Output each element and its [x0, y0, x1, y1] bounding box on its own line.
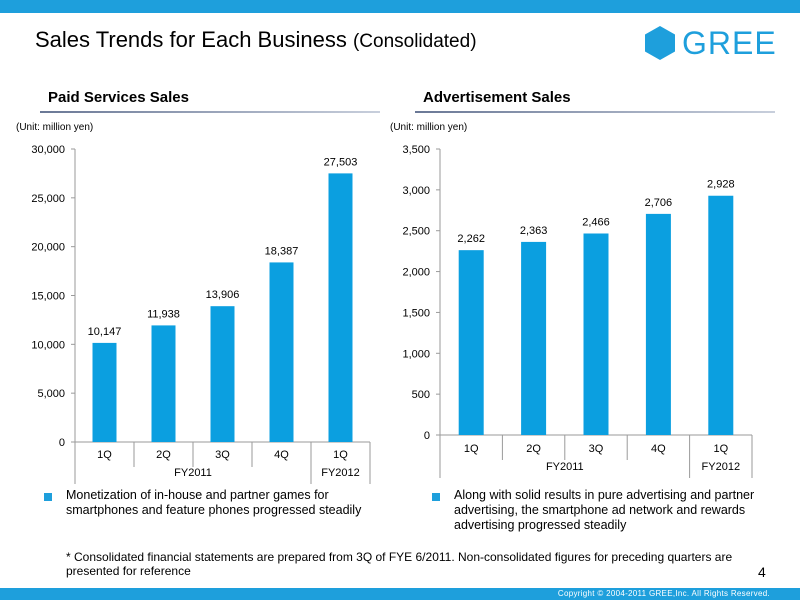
- advertisement-y-tick-label: 1,500: [402, 307, 430, 319]
- top-accent-bar: [0, 0, 800, 13]
- paid-services-value-label: 27,503: [324, 156, 358, 168]
- page-title-main: Sales Trends for Each Business: [35, 27, 347, 52]
- paid-services-category-label: 3Q: [215, 449, 230, 461]
- advertisement-bar: [458, 250, 484, 435]
- paid-services-group-label: FY2011: [174, 467, 212, 479]
- paid-services-category-label: 1Q: [333, 449, 348, 461]
- advertisement-bar: [708, 195, 734, 435]
- bottom-accent-bar: [0, 588, 800, 600]
- paid-services-y-tick-label: 30,000: [31, 144, 65, 156]
- bullet-right-text: Along with solid results in pure adverti…: [454, 488, 755, 532]
- paid-services-y-tick-label: 0: [59, 437, 65, 449]
- advertisement-title: Advertisement Sales: [423, 89, 571, 106]
- advertisement-value-label: 2,706: [645, 197, 673, 209]
- paid-services-value-label: 11,938: [147, 308, 180, 320]
- advertisement-category-label: 1Q: [713, 443, 728, 455]
- paid-services-y-tick-label: 20,000: [31, 242, 65, 254]
- copyright: Copyright © 2004-2011 GREE,Inc. All Righ…: [557, 589, 770, 598]
- paid-services-category-label: 4Q: [274, 449, 289, 461]
- bullet-right-marker: [432, 493, 440, 501]
- paid-services-y-tick-label: 10,000: [31, 339, 65, 351]
- advertisement-y-tick-label: 500: [412, 389, 430, 401]
- advertisement-bar: [645, 213, 671, 435]
- paid-services-value-label: 18,387: [265, 245, 299, 257]
- paid-services-title: Paid Services Sales: [48, 89, 189, 106]
- advertisement-category-label: 4Q: [651, 443, 666, 455]
- paid-services-unit: (Unit: million yen): [16, 122, 94, 133]
- advertisement-group-label: FY2012: [702, 461, 741, 473]
- advertisement-category-label: 1Q: [464, 443, 479, 455]
- bullet-left-marker: [44, 493, 52, 501]
- paid-services-y-tick-label: 5,000: [37, 388, 65, 400]
- gree-logo-hexagon-icon: [645, 26, 675, 60]
- paid-services-bar: [269, 262, 294, 442]
- advertisement-y-tick-label: 0: [424, 430, 430, 442]
- advertisement-bar: [583, 233, 609, 435]
- paid-services-value-label: 13,906: [206, 289, 240, 301]
- advertisement-value-label: 2,928: [707, 179, 735, 191]
- paid-services-y-tick-label: 15,000: [31, 291, 65, 303]
- footnote: * Consolidated financial statements are …: [66, 550, 733, 578]
- page-title-sub: (Consolidated): [352, 31, 477, 52]
- bullet-left-text: Monetization of in-house and partner gam…: [66, 488, 362, 517]
- paid-services-group-label: FY2012: [321, 467, 360, 479]
- advertisement-category-label: 2Q: [526, 443, 541, 455]
- paid-services-bar: [92, 342, 117, 442]
- advertisement-value-label: 2,363: [520, 225, 548, 237]
- advertisement-category-label: 3Q: [589, 443, 604, 455]
- advertisement-value-label: 2,466: [582, 216, 610, 228]
- advertisement-y-tick-label: 2,500: [402, 226, 430, 238]
- advertisement-bar: [521, 241, 547, 435]
- paid-services-bar: [328, 173, 353, 442]
- paid-services-bar: [151, 325, 176, 442]
- paid-services-y-tick-label: 25,000: [31, 193, 65, 205]
- paid-services-category-label: 2Q: [156, 449, 171, 461]
- paid-services-category-label: 1Q: [97, 449, 112, 461]
- advertisement-y-tick-label: 3,500: [402, 144, 430, 156]
- advertisement-rule: [415, 111, 775, 113]
- page-title: Sales Trends for Each Business (Consolid…: [35, 27, 477, 53]
- advertisement-y-tick-label: 3,000: [402, 185, 430, 197]
- paid-services-rule: [40, 111, 380, 113]
- gree-logo-text: GREE: [682, 25, 777, 61]
- paid-services-bar: [210, 306, 235, 442]
- advertisement-value-label: 2,262: [457, 233, 485, 245]
- advertisement-unit: (Unit: million yen): [390, 122, 468, 133]
- advertisement-group-label: FY2011: [546, 461, 584, 473]
- paid-services-value-label: 10,147: [88, 326, 122, 338]
- advertisement-y-tick-label: 1,000: [402, 348, 430, 360]
- advertisement-y-tick-label: 2,000: [402, 267, 430, 279]
- page-number: 4: [758, 564, 766, 580]
